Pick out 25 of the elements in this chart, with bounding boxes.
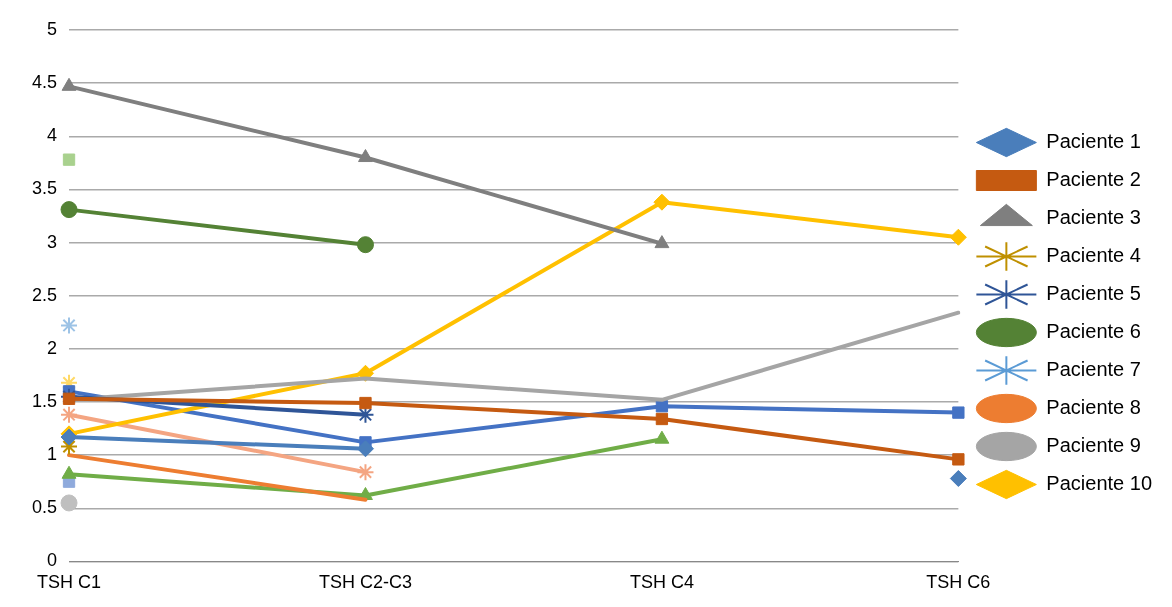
legend-label: Paciente 10 — [1046, 472, 1153, 495]
y-tick-label: 2 — [47, 337, 58, 358]
y-tick-label: 5 — [47, 18, 58, 39]
legend-label: Paciente 4 — [1046, 244, 1141, 267]
legend-label: Paciente 2 — [1046, 168, 1141, 191]
x-tick-label: TSH C6 — [926, 572, 991, 593]
y-tick-label: 4.5 — [31, 72, 58, 93]
x-tick-label: TSH C1 — [37, 572, 102, 593]
legend-label: Paciente 6 — [1046, 320, 1141, 343]
legend-label: Paciente 3 — [1046, 206, 1141, 229]
legend-label: Paciente 1 — [1046, 130, 1141, 153]
legend-label: Paciente 7 — [1046, 358, 1141, 381]
x-tick-label: TSH C2-C3 — [318, 572, 412, 593]
legend-label: Paciente 9 — [1046, 434, 1141, 457]
y-tick-label: 0.5 — [31, 497, 58, 518]
y-tick-label: 1 — [47, 444, 58, 465]
y-tick-label: 4 — [47, 125, 58, 146]
legend-label: Paciente 8 — [1046, 396, 1141, 419]
y-tick-label: 0 — [47, 550, 58, 571]
x-tick-label: TSH C4 — [629, 572, 694, 593]
y-tick-label: 2.5 — [31, 284, 58, 305]
y-tick-label: 1.5 — [31, 390, 58, 411]
y-tick-label: 3 — [47, 231, 58, 252]
legend-label: Paciente 5 — [1046, 282, 1141, 305]
y-tick-label: 3.5 — [31, 178, 58, 199]
